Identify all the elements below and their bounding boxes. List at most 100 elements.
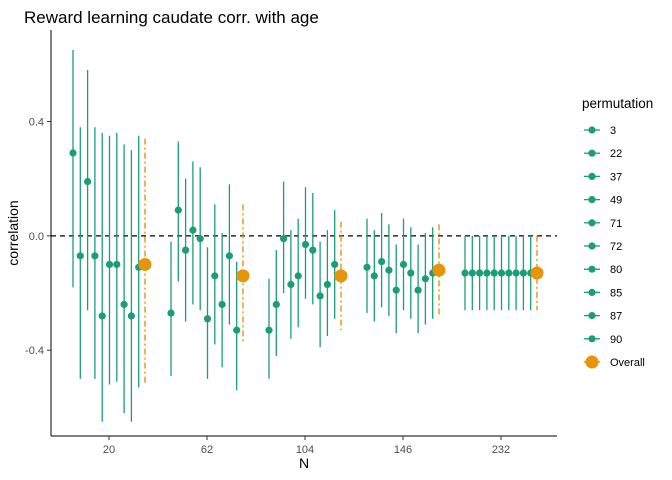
legend-label: 37 <box>610 171 622 183</box>
chart-title: Reward learning caudate corr. with age <box>24 8 319 27</box>
permutation-point <box>399 260 408 269</box>
legend-key-point <box>585 355 599 369</box>
permutation-point <box>167 309 175 317</box>
legend: permutation 3 22 37 49 71 72 80 85 87 90 Overall <box>582 96 653 369</box>
permutation-point <box>512 269 520 277</box>
overall-point <box>530 266 544 280</box>
legend-label: 72 <box>610 241 622 253</box>
legend-label: 80 <box>610 264 622 276</box>
legend-key-point <box>588 126 596 134</box>
legend-item: 71 <box>584 218 622 230</box>
permutation-point <box>280 235 288 243</box>
legend-key-point <box>588 242 596 250</box>
permutation-point <box>196 235 204 243</box>
x-tick-label: 62 <box>201 444 213 456</box>
legend-label: Overall <box>610 357 645 369</box>
legend-item: 3 <box>584 125 616 137</box>
plot-area <box>51 50 557 422</box>
legend-key-point <box>588 196 596 204</box>
x-axis-ticks: 20 62 104 146 232 <box>103 436 510 456</box>
legend-item: 80 <box>584 264 622 276</box>
permutation-point <box>182 246 190 254</box>
permutation-point <box>309 246 317 254</box>
overall-point <box>236 269 250 283</box>
permutation-point <box>461 269 469 277</box>
legend-item: 85 <box>584 287 622 299</box>
permutation-point <box>421 275 429 283</box>
y-axis-ticks: -0.4 0.0 0.4 <box>25 116 51 357</box>
permutation-point <box>84 177 92 186</box>
permutation-point <box>189 226 197 234</box>
legend-key-point <box>588 312 596 320</box>
permutation-point <box>76 252 84 260</box>
legend-item-overall: Overall <box>584 355 645 369</box>
permutation-point <box>363 263 371 271</box>
permutation-point <box>218 300 226 309</box>
legend-label: 49 <box>610 195 622 207</box>
legend-label: 71 <box>610 218 622 230</box>
permutation-point <box>272 300 280 309</box>
permutation-point <box>120 300 128 309</box>
legend-key-point <box>588 265 596 273</box>
legend-label: 87 <box>610 311 622 323</box>
permutation-point <box>370 272 378 280</box>
permutation-point <box>233 326 241 334</box>
overall-point <box>138 257 152 271</box>
group-104 <box>265 181 348 379</box>
group-62 <box>167 141 250 391</box>
legend-item: 87 <box>584 311 622 323</box>
legend-item: 72 <box>584 241 622 253</box>
legend-label: 90 <box>610 334 622 346</box>
x-tick-label: 146 <box>394 444 412 456</box>
permutation-point <box>91 252 99 260</box>
x-axis-title: N <box>299 455 309 471</box>
legend-item: 49 <box>584 195 622 207</box>
x-tick-label: 232 <box>492 444 510 456</box>
permutation-point <box>476 269 484 277</box>
permutation-point <box>483 269 491 277</box>
permutation-point <box>392 286 400 294</box>
permutation-point <box>113 260 121 269</box>
permutation-point <box>265 326 273 334</box>
overall-point <box>334 269 348 283</box>
x-tick-label: 20 <box>103 444 115 456</box>
legend-label: 3 <box>610 125 616 137</box>
group-232 <box>461 235 544 311</box>
permutation-point <box>98 312 106 320</box>
permutation-point <box>414 286 422 294</box>
legend-item: 37 <box>584 171 622 183</box>
legend-label: 85 <box>610 287 622 299</box>
legend-key-point <box>588 219 596 227</box>
permutation-point <box>519 269 528 277</box>
permutation-point <box>490 269 498 277</box>
y-tick-label: 0.0 <box>29 231 44 243</box>
permutation-point <box>385 266 393 274</box>
permutation-point <box>294 272 302 280</box>
permutation-point <box>316 292 324 300</box>
legend-key-point <box>588 172 596 180</box>
permutation-point <box>211 272 219 280</box>
legend-key-point <box>588 149 596 157</box>
permutation-point <box>203 315 212 323</box>
legend-title: permutation <box>582 96 653 111</box>
group-146 <box>363 212 446 334</box>
legend-item: 90 <box>584 334 622 346</box>
y-tick-label: 0.4 <box>29 116 44 128</box>
permutation-point <box>287 280 295 289</box>
permutation-point <box>378 257 386 266</box>
permutation-point <box>497 269 506 277</box>
group-20 <box>69 50 152 422</box>
overall-point <box>432 263 446 277</box>
legend-key-point <box>588 335 596 343</box>
permutation-point <box>323 280 331 289</box>
permutation-point <box>69 149 77 157</box>
permutation-point <box>331 260 339 269</box>
legend-key-point <box>588 288 596 296</box>
y-axis-title: correlation <box>5 200 21 265</box>
permutation-point <box>407 269 415 277</box>
permutation-point <box>225 252 233 260</box>
y-tick-label: -0.4 <box>25 345 44 357</box>
permutation-point <box>127 312 135 320</box>
permutation-point <box>505 269 513 277</box>
